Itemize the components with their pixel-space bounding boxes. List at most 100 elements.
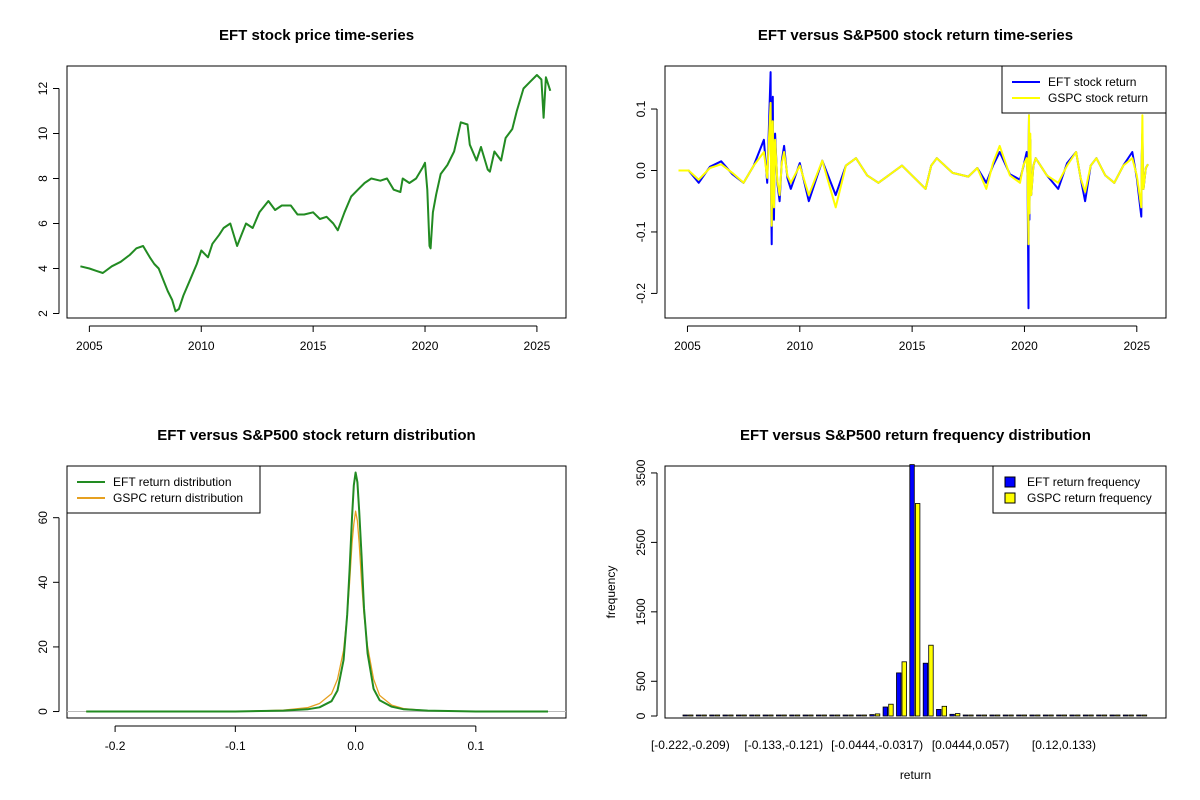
x-tick-label: 2015 <box>300 339 327 353</box>
gspc-frequency-bar <box>915 503 921 717</box>
y-tick-label: 0 <box>36 708 50 715</box>
x-tick-label: 0.1 <box>467 739 484 753</box>
eft-frequency-bar <box>695 714 702 717</box>
gspc-frequency-bar <box>701 714 707 717</box>
legend-label: EFT return distribution <box>113 475 232 489</box>
gspc-frequency-bar <box>981 714 987 717</box>
y-tick-label: 40 <box>36 575 50 589</box>
gspc-frequency-bar <box>1101 714 1108 717</box>
eft-frequency-bar <box>949 713 955 717</box>
eft-frequency-bar <box>1082 714 1089 717</box>
chart-title: EFT versus S&P500 stock return time-seri… <box>758 27 1073 44</box>
x-tick-label: 2010 <box>786 339 813 353</box>
y-tick-label: 10 <box>36 127 50 141</box>
eft-frequency-bar <box>842 714 848 717</box>
eft-frequency-bar <box>962 714 969 717</box>
eft-frequency-bar <box>896 672 902 717</box>
x-tick-label: 2010 <box>188 339 215 353</box>
eft-frequency-bar <box>856 714 862 717</box>
legend-label: GSPC return distribution <box>113 491 243 505</box>
eft-frequency-bar <box>882 706 888 717</box>
eft-frequency-bar <box>722 714 728 717</box>
eft-frequency-bar <box>1122 714 1129 717</box>
gspc-return-line <box>678 101 1149 246</box>
eft-frequency-bar <box>1042 714 1049 717</box>
y-tick-label: 3500 <box>634 459 648 486</box>
eft-density-line <box>86 471 548 713</box>
gspc-frequency-bar <box>1061 714 1067 717</box>
gspc-frequency-bar <box>794 714 801 717</box>
frequency-chart: EFT versus S&P500 return frequency distr… <box>604 427 1167 782</box>
x-tick-label: 0.0 <box>347 739 364 753</box>
eft-frequency-bar <box>1056 714 1062 717</box>
y-tick-label: 500 <box>634 671 648 691</box>
gspc-frequency-bar <box>995 714 1001 717</box>
gspc-frequency-bar <box>741 714 747 717</box>
gspc-frequency-bar <box>808 714 814 717</box>
x-tick-label: -0.1 <box>225 739 246 753</box>
plot-frame <box>66 65 567 319</box>
y-tick-label: 12 <box>36 82 50 96</box>
gspc-frequency-bar <box>1128 714 1134 717</box>
eft-frequency-bar <box>789 714 795 717</box>
y-tick-label: 2 <box>36 310 50 317</box>
plot-frame <box>664 465 1167 719</box>
gspc-density-line <box>86 510 548 713</box>
gspc-frequency-bar <box>941 705 947 717</box>
x-tick-label: [-0.222,-0.209) <box>651 738 730 752</box>
legend-swatch <box>1004 492 1016 504</box>
y-tick-label: 8 <box>36 175 50 182</box>
legend-label: GSPC stock return <box>1048 91 1148 105</box>
eft-frequency-bar <box>709 714 715 717</box>
eft-frequency-bar <box>802 714 808 717</box>
legend-swatch <box>1004 476 1016 488</box>
eft-frequency-bar <box>1002 714 1009 717</box>
y-tick-label: 0.0 <box>634 162 648 179</box>
y-tick-label: 4 <box>36 265 50 272</box>
eft-frequency-bar <box>936 709 942 717</box>
legend-label: GSPC return frequency <box>1027 491 1152 505</box>
eft-frequency-bar <box>922 662 929 717</box>
gspc-frequency-bar <box>1021 714 1027 717</box>
y-tick-label: 0 <box>634 712 648 719</box>
gspc-frequency-bar <box>1035 714 1041 717</box>
gspc-frequency-bar <box>714 714 721 717</box>
y-tick-label: 1500 <box>634 598 648 625</box>
legend-box <box>992 465 1167 514</box>
y-tick-label: 60 <box>36 511 50 525</box>
y-tick-label: -0.2 <box>634 283 648 304</box>
eft-frequency-bar <box>1016 714 1022 717</box>
gspc-frequency-bar <box>781 714 787 717</box>
y-tick-label: 20 <box>36 640 50 654</box>
gspc-frequency-bar <box>688 714 694 717</box>
gspc-frequency-bar <box>848 714 854 717</box>
eft-frequency-bar <box>776 714 782 717</box>
chart-title: EFT versus S&P500 stock return distribut… <box>157 427 475 444</box>
gspc-frequency-bar <box>1008 714 1014 717</box>
x-tick-label: [0.0444,0.057) <box>932 738 1009 752</box>
eft-frequency-bar <box>1069 714 1075 717</box>
price-chart: EFT stock price time-series 2005 2010 2015 2… <box>36 27 567 353</box>
gspc-frequency-bar <box>968 714 974 717</box>
gspc-frequency-bar <box>821 714 827 717</box>
gspc-frequency-bar <box>1075 714 1081 717</box>
gspc-frequency-bar <box>888 703 894 717</box>
density-chart: EFT versus S&P500 stock return distribut… <box>36 427 567 753</box>
eft-frequency-bar <box>749 714 755 717</box>
x-tick-label: 2005 <box>674 339 701 353</box>
gspc-frequency-bar <box>728 714 734 717</box>
returns-chart: EFT versus S&P500 stock return time-seri… <box>634 27 1167 353</box>
x-tick-label: [-0.133,-0.121) <box>744 738 823 752</box>
x-tick-label: 2020 <box>1011 339 1038 353</box>
eft-frequency-bar <box>736 714 742 717</box>
x-tick-label: 2025 <box>524 339 551 353</box>
gspc-frequency-bar <box>901 661 907 717</box>
gspc-frequency-bar <box>768 714 774 717</box>
gspc-frequency-bar <box>1115 714 1121 717</box>
y-tick-label: 0.1 <box>634 100 648 117</box>
legend-label: EFT return frequency <box>1027 475 1140 489</box>
eft-frequency-bar <box>869 714 875 717</box>
x-tick-label: [-0.0444,-0.0317) <box>831 738 923 752</box>
